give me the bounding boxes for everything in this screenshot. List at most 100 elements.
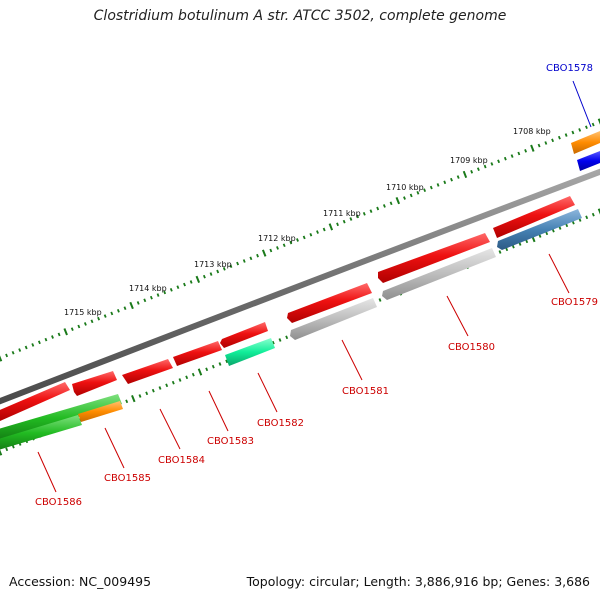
kbp-label: 1708 kbp <box>513 127 551 136</box>
gene-label-cbo1580[interactable]: CBO1580 <box>448 342 495 353</box>
minor-tick <box>356 214 360 219</box>
minor-tick <box>564 133 568 137</box>
minor-tick <box>11 444 15 449</box>
gene-arrow[interactable] <box>173 341 222 366</box>
gene-label-cbo1583[interactable]: CBO1583 <box>207 436 254 447</box>
minor-tick <box>289 240 293 245</box>
minor-tick <box>416 190 420 195</box>
forward-strand-genes <box>0 131 600 421</box>
minor-tick <box>256 253 259 258</box>
leader-line <box>208 390 229 432</box>
minor-tick <box>189 280 193 284</box>
major-tick <box>462 170 468 179</box>
minor-tick <box>83 322 87 326</box>
gene-arrow[interactable] <box>493 196 575 238</box>
gene-arrow[interactable] <box>0 415 82 451</box>
minor-tick <box>236 261 240 266</box>
major-tick <box>530 144 535 152</box>
minor-tick <box>202 274 206 279</box>
minor-tick <box>271 340 275 345</box>
leader-line <box>257 372 278 413</box>
minor-tick <box>511 244 515 249</box>
accession-text: Accession: NC_009495 <box>9 574 152 589</box>
major-tick <box>597 118 600 125</box>
minor-tick <box>185 375 189 380</box>
major-tick <box>328 223 334 231</box>
gene-arrow[interactable] <box>382 248 496 300</box>
gene-arrow[interactable] <box>577 151 600 171</box>
minor-tick <box>302 235 306 240</box>
minor-tick <box>110 311 114 316</box>
leader-line <box>341 339 363 381</box>
gene-label-cbo1578[interactable]: CBO1578 <box>546 63 593 74</box>
gene-arrow[interactable] <box>72 371 117 396</box>
leader-line <box>548 253 570 294</box>
reverse-strand-genes <box>0 151 600 451</box>
minor-tick <box>551 228 555 233</box>
gene-arrow[interactable] <box>378 233 490 283</box>
minor-tick <box>578 218 582 222</box>
gene-label-cbo1582[interactable]: CBO1582 <box>257 418 304 429</box>
leader-line <box>104 427 125 469</box>
gene-label-cbo1581[interactable]: CBO1581 <box>342 386 389 397</box>
minor-tick <box>31 343 35 347</box>
minor-tick <box>205 367 209 372</box>
gene-arrow[interactable] <box>0 382 70 421</box>
minor-tick <box>158 386 162 390</box>
major-tick <box>195 275 201 283</box>
minor-tick <box>510 154 514 158</box>
minor-tick <box>156 293 160 297</box>
gene-arrow[interactable] <box>122 359 173 384</box>
minor-tick <box>169 287 173 292</box>
major-tick <box>63 328 68 336</box>
gene-arrow[interactable] <box>0 394 122 442</box>
minor-tick <box>429 185 433 190</box>
minor-tick <box>5 353 9 358</box>
minor-tick <box>409 193 413 198</box>
minor-tick <box>503 156 507 161</box>
minor-tick <box>136 301 140 305</box>
minor-tick <box>382 204 386 208</box>
gene-arrow[interactable] <box>78 401 123 422</box>
minor-tick <box>151 388 155 393</box>
minor-tick <box>191 372 195 377</box>
minor-tick <box>216 269 220 274</box>
genome-summary-text: Topology: circular; Length: 3,886,916 bp… <box>246 574 590 589</box>
minor-tick <box>225 359 229 364</box>
gene-label-cbo1585[interactable]: CBO1585 <box>104 473 151 484</box>
minor-tick <box>517 151 521 156</box>
minor-tick <box>143 298 147 303</box>
gene-arrow[interactable] <box>225 338 275 366</box>
minor-tick <box>476 167 480 172</box>
minor-tick <box>369 209 373 213</box>
minor-tick <box>571 130 575 135</box>
gene-label-cbo1586[interactable]: CBO1586 <box>35 497 82 508</box>
minor-tick <box>403 196 406 200</box>
minor-tick <box>242 259 246 263</box>
gene-label-cbo1584[interactable]: CBO1584 <box>158 455 205 466</box>
minor-tick <box>389 201 393 206</box>
minor-tick <box>585 215 589 220</box>
minor-tick <box>249 256 253 261</box>
minor-tick <box>423 188 427 193</box>
gene-arrow[interactable] <box>220 322 268 348</box>
minor-tick <box>558 226 562 230</box>
gene-arrow[interactable] <box>287 283 372 323</box>
gene-arrow[interactable] <box>290 298 377 340</box>
genome-title: Clostridium botulinum A str. ATCC 3502, … <box>93 8 507 24</box>
major-tick <box>395 197 401 205</box>
minor-tick <box>163 290 167 295</box>
minor-tick <box>222 267 226 271</box>
minor-tick <box>176 285 180 290</box>
minor-tick <box>138 394 142 398</box>
gene-label-cbo1579[interactable]: CBO1579 <box>551 297 598 308</box>
gene-arrow[interactable] <box>571 131 600 154</box>
gene-arrow[interactable] <box>497 209 582 250</box>
gene-labels: CBO1578 CBO1579 CBO1580 CBO1581 CBO1582 … <box>35 63 598 508</box>
minor-tick <box>218 362 222 366</box>
outer-tick-ring <box>0 118 600 362</box>
minor-tick <box>376 206 380 211</box>
minor-tick <box>490 162 494 166</box>
minor-tick <box>524 149 528 153</box>
